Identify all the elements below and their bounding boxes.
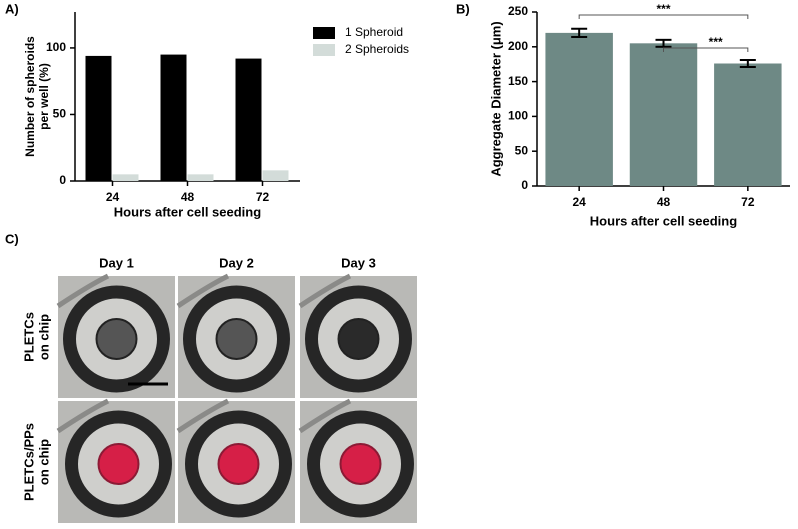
panel-label: B): [456, 1, 470, 16]
legend-label: 1 Spheroid: [345, 25, 403, 39]
legend-swatch: [313, 27, 335, 39]
significance-bracket: [663, 47, 749, 52]
significance-bracket: [578, 14, 749, 19]
significance-label: ***: [709, 35, 723, 49]
y-tick-label: 250: [508, 4, 528, 18]
bar: [160, 54, 187, 182]
bar: [85, 55, 112, 181]
panel-label: A): [5, 1, 19, 16]
column-label: Day 2: [219, 255, 254, 270]
spheroid: [95, 318, 138, 360]
panel-label: C): [5, 231, 19, 246]
spheroid: [217, 443, 260, 485]
x-tick-label: 24: [572, 195, 586, 209]
y-tick-label: 50: [53, 107, 67, 121]
row-label: PLETCson chip: [22, 312, 52, 362]
row-label-line: on chip: [37, 314, 52, 360]
channel: [56, 398, 110, 434]
y-tick-label: 0: [59, 173, 66, 187]
y-tick-label: 100: [508, 109, 528, 123]
y-axis-label-line: Number of spheroids: [23, 36, 37, 157]
row-label: PLETCs/PPson chip: [22, 423, 52, 501]
channel: [298, 273, 352, 309]
bar: [629, 43, 698, 186]
channel: [176, 398, 230, 434]
y-tick-label: 150: [508, 74, 528, 88]
column-label: Day 1: [99, 255, 134, 270]
spheroid: [215, 318, 258, 360]
y-axis-label: Aggregate Diameter (μm): [488, 21, 503, 176]
y-axis-label-line: per well (%): [37, 63, 51, 130]
bar: [187, 174, 214, 181]
y-tick-label: 0: [521, 178, 528, 192]
row-label-line: PLETCs/PPs: [22, 423, 37, 501]
spheroid: [339, 443, 382, 485]
x-tick-label: 72: [741, 195, 755, 209]
bar: [262, 170, 289, 181]
error-bar: [655, 38, 672, 48]
legend-swatch: [313, 44, 335, 56]
bar: [714, 63, 782, 187]
error-bar: [739, 59, 756, 68]
x-tick-label: 48: [181, 190, 195, 204]
y-tick-label: 200: [508, 39, 528, 53]
x-tick-label: 24: [106, 190, 120, 204]
channel: [298, 398, 352, 434]
bar: [235, 58, 262, 182]
column-label: Day 3: [341, 255, 376, 270]
error-bar: [571, 27, 588, 39]
significance-label: ***: [656, 2, 670, 16]
x-axis-label: Hours after cell seeding: [114, 204, 261, 219]
bar: [112, 174, 139, 181]
legend-label: 2 Spheroids: [345, 42, 409, 56]
channel: [56, 273, 110, 309]
x-tick-label: 72: [256, 190, 270, 204]
bar: [545, 32, 613, 186]
x-axis-label: Hours after cell seeding: [590, 213, 737, 228]
spheroid: [97, 443, 140, 485]
x-tick-label: 48: [657, 195, 671, 209]
channel: [176, 273, 230, 309]
row-label-line: PLETCs: [22, 312, 37, 362]
row-label-line: on chip: [37, 439, 52, 485]
y-tick-label: 50: [515, 143, 529, 157]
y-tick-label: 100: [46, 40, 66, 54]
y-axis-label: Number of spheroidsper well (%): [23, 36, 51, 157]
spheroid: [337, 318, 380, 360]
